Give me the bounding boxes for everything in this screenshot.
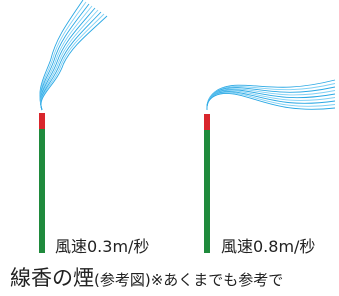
smoke-strand — [207, 92, 335, 110]
wind-label-right: 風速0.8m/秒 — [221, 237, 315, 256]
smoke-strand — [207, 80, 335, 110]
wind-label-left: 風速0.3m/秒 — [55, 237, 149, 256]
caption-note: (参考図)※あくまでも参考で — [94, 271, 283, 289]
caption-main: 線香の煙 — [10, 266, 94, 290]
incense-tip-left — [39, 113, 45, 129]
page: 風速0.3m/秒 風速0.8m/秒 線香の煙(参考図)※あくまでも参考で (()… — [0, 0, 339, 296]
caption: 線香の煙(参考図)※あくまでも参考で — [10, 266, 283, 290]
diagram: 風速0.3m/秒 風速0.8m/秒 線香の煙(参考図)※あくまでも参考で — [0, 0, 339, 296]
incense-tip-right — [204, 114, 210, 130]
smoke-left — [40, 0, 107, 110]
incense-stick-right — [204, 130, 210, 253]
incense-stick-left — [39, 129, 45, 253]
smoke-right — [207, 80, 335, 110]
